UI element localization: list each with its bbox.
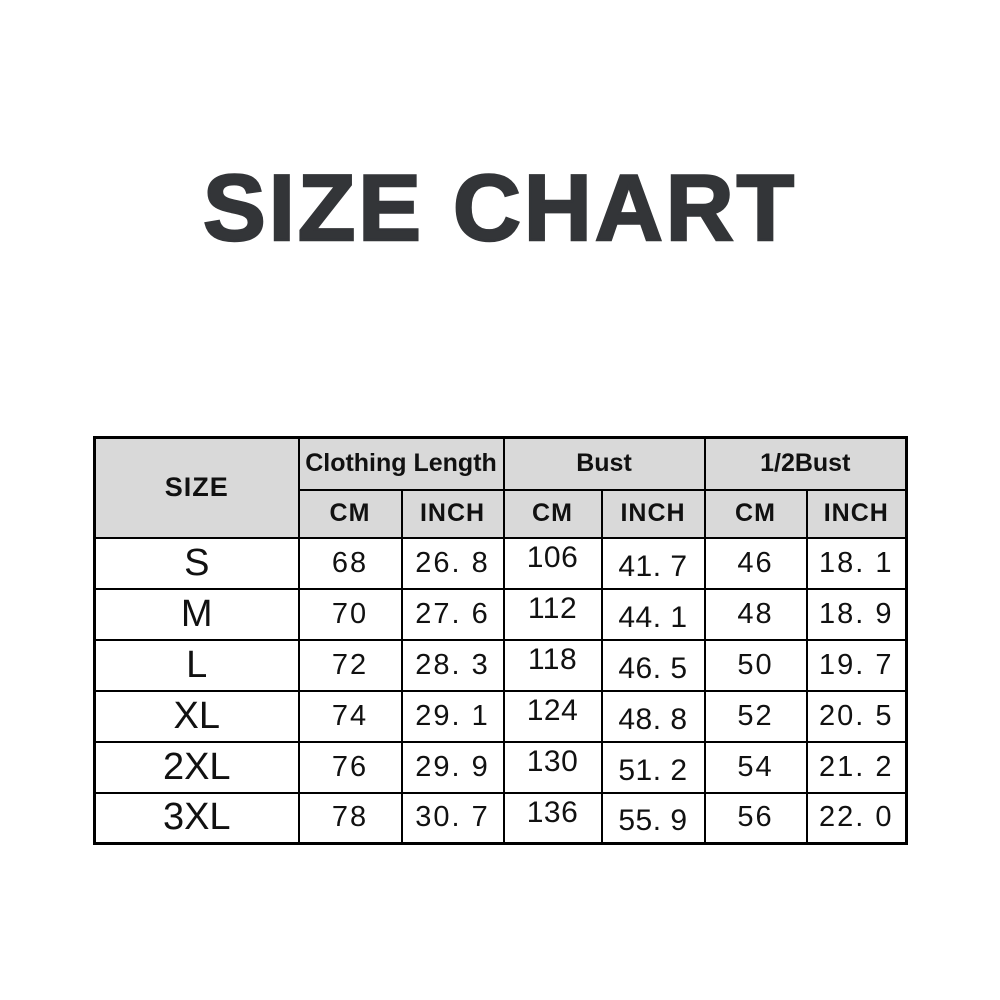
- size-cell: 3XL: [93, 791, 300, 845]
- clothing-length-inch-header: INCH: [400, 488, 505, 539]
- size-cell: M: [93, 587, 300, 641]
- half-bust-inch-cell: 20. 5: [805, 689, 908, 743]
- bust-cm-header: CM: [502, 488, 603, 539]
- bust-cm-cell: 130: [502, 740, 603, 794]
- clothing-length-cm-cell: 78: [297, 791, 403, 845]
- bust-inch-cell: 44. 1: [600, 587, 706, 641]
- clothing-length-cm-cell: 70: [297, 587, 403, 641]
- table-row-s: S 68 26. 8 106 41. 7 46 18. 1: [93, 536, 908, 590]
- clothing-length-cm-header: CM: [297, 488, 403, 539]
- half-bust-cm-cell: 54: [703, 740, 808, 794]
- clothing-length-inch-cell: 30. 7: [400, 791, 505, 845]
- clothing-length-group-header: Clothing Length: [297, 436, 505, 491]
- half-bust-inch-cell: 18. 9: [805, 587, 908, 641]
- size-cell: L: [93, 638, 300, 692]
- size-chart-table: SIZE Clothing Length Bust 1/2Bust CM INC…: [93, 436, 908, 845]
- half-bust-inch-cell: 21. 2: [805, 740, 908, 794]
- half-bust-inch-cell: 22. 0: [805, 791, 908, 845]
- half-bust-inch-cell: 18. 1: [805, 536, 908, 590]
- clothing-length-cm-cell: 76: [297, 740, 403, 794]
- size-cell: S: [93, 536, 300, 590]
- clothing-length-inch-cell: 28. 3: [400, 638, 505, 692]
- size-cell: 2XL: [93, 740, 300, 794]
- header-unit-row: CM INCH CM INCH CM INCH: [95, 488, 908, 539]
- bust-cm-cell: 106: [502, 536, 603, 590]
- bust-cm-cell: 136: [502, 791, 603, 845]
- table-body: S 68 26. 8 106 41. 7 46 18. 1 M 70 27. 6…: [93, 536, 908, 845]
- table-header: SIZE Clothing Length Bust 1/2Bust CM INC…: [93, 436, 908, 539]
- table-row-2xl: 2XL 76 29. 9 130 51. 2 54 21. 2: [93, 740, 908, 794]
- bust-inch-header: INCH: [600, 488, 706, 539]
- clothing-length-inch-cell: 26. 8: [400, 536, 505, 590]
- bust-cm-cell: 118: [502, 638, 603, 692]
- page-title: SIZE CHART: [202, 155, 797, 260]
- half-bust-group-header: 1/2Bust: [703, 436, 908, 491]
- half-bust-cm-header: CM: [703, 488, 808, 539]
- half-bust-cm-cell: 50: [703, 638, 808, 692]
- table-row-xl: XL 74 29. 1 124 48. 8 52 20. 5: [93, 689, 908, 743]
- header-group-row: SIZE Clothing Length Bust 1/2Bust: [93, 436, 908, 539]
- clothing-length-cm-cell: 74: [297, 689, 403, 743]
- clothing-length-inch-cell: 29. 9: [400, 740, 505, 794]
- half-bust-cm-cell: 52: [703, 689, 808, 743]
- half-bust-inch-cell: 19. 7: [805, 638, 908, 692]
- clothing-length-inch-cell: 29. 1: [400, 689, 505, 743]
- bust-group-header: Bust: [502, 436, 706, 491]
- half-bust-inch-header: INCH: [805, 488, 908, 539]
- table-row-m: M 70 27. 6 112 44. 1 48 18. 9: [93, 587, 908, 641]
- half-bust-cm-cell: 48: [703, 587, 808, 641]
- size-cell: XL: [93, 689, 300, 743]
- bust-inch-cell: 48. 8: [600, 689, 706, 743]
- bust-inch-cell: 55. 9: [600, 791, 706, 845]
- half-bust-cm-cell: 56: [703, 791, 808, 845]
- bust-inch-cell: 51. 2: [600, 740, 706, 794]
- table-row-3xl: 3XL 78 30. 7 136 55. 9 56 22. 0: [93, 791, 908, 845]
- bust-cm-cell: 112: [502, 587, 603, 641]
- clothing-length-inch-cell: 27. 6: [400, 587, 505, 641]
- bust-inch-cell: 46. 5: [600, 638, 706, 692]
- table-row-l: L 72 28. 3 118 46. 5 50 19. 7: [93, 638, 908, 692]
- clothing-length-cm-cell: 68: [297, 536, 403, 590]
- half-bust-cm-cell: 46: [703, 536, 808, 590]
- bust-cm-cell: 124: [502, 689, 603, 743]
- size-column-header: SIZE: [93, 436, 300, 539]
- bust-inch-cell: 41. 7: [600, 536, 706, 590]
- clothing-length-cm-cell: 72: [297, 638, 403, 692]
